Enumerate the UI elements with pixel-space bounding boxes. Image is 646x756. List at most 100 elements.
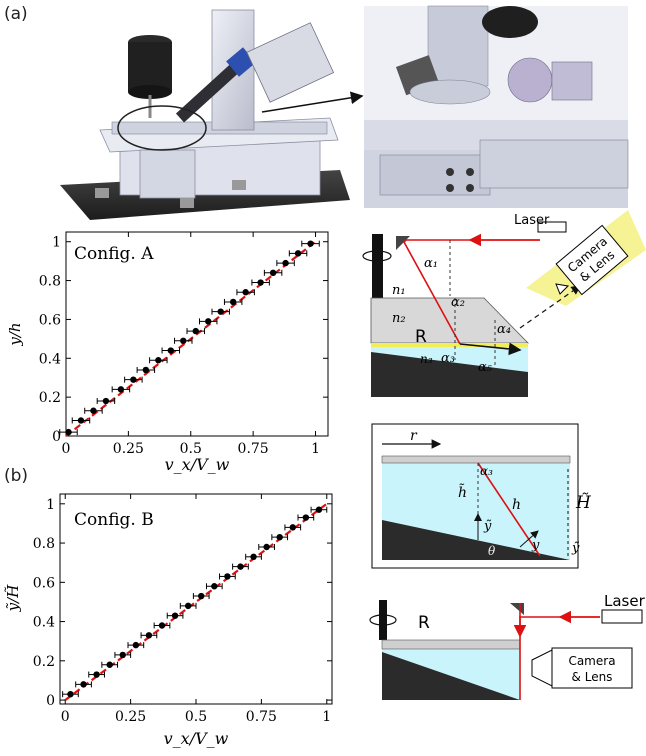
x-tick-label: 0.25 [115,709,146,725]
R-label-b: R [418,613,430,633]
chart-b-ylabel: ỹ/H̃ [4,584,22,613]
apparatus-rendering-left [60,9,350,220]
chart-config-b: Config. B 0 0.25 0.5 0.75 1 0 0.2 0.4 0.6 0.8 1 v_… [4,493,333,748]
inset-y-tilde-left-label: ỹ [483,519,492,534]
data-point [132,641,140,649]
y-tick-label: 0.4 [33,615,55,631]
chart-b-title: Config. B [74,510,154,530]
data-point [307,240,314,247]
inset-plate [381,455,571,464]
mirror-b-icon [510,603,524,615]
x-tick-label: 0 [61,709,70,725]
y-tick-label: 0.6 [33,575,55,591]
diagram-config-a: Laser Camera & Lens n₁ n₂ R n₃ α₁ α₂ α₃ … [362,210,646,397]
data-point [294,250,302,257]
data-point [289,524,296,531]
y-tick-label: 0.4 [39,351,61,367]
data-point [276,533,283,541]
x-tick-label: 0.25 [113,441,144,457]
plate-b [381,639,521,650]
data-point [119,651,126,659]
alpha2-label: α₂ [451,295,465,310]
n1-label: n₁ [392,283,406,298]
data-point [242,289,249,296]
inset-theta-label: θ [488,544,496,558]
flow-arrow [459,342,522,356]
alpha3-label: α₃ [441,351,455,366]
chart-config-a: Config. A 0 0.25 0.5 0.75 1 0 0.2 0.4 0.6 0.8 1 v_… [6,231,329,474]
fit-line [65,240,317,437]
inset-h-label: h [512,497,521,513]
x-tick-label: 0.5 [180,441,202,457]
inset-beam [477,462,541,557]
data-point [117,386,125,393]
x-tick-label: 0.75 [238,441,269,457]
chart-b-xlabel: v_x/V_w [164,729,229,748]
x-tick-label: 1 [322,709,331,725]
diagram-config-b: R Laser Camera & Lens [369,592,646,700]
data-point [211,583,218,590]
data-point [171,612,179,619]
data-point [198,592,205,600]
fluid-film [371,343,528,347]
inset-alpha3-label: α₃ [480,464,493,478]
x-tick-label: 0.5 [185,709,207,725]
data-point [142,366,150,374]
rotating-shaft-b [379,600,387,640]
data-point [315,506,323,513]
data-point [217,308,224,315]
data-point [224,573,231,580]
camera-label-b-2: & Lens [572,670,613,684]
data-point [263,543,270,551]
x-tick-label: 0.75 [246,709,277,725]
data-point [102,397,110,405]
sloped-wall [371,352,528,397]
y-tick-label: 0.2 [33,654,55,670]
data-point [106,661,113,668]
rotation-arrow-b-icon [369,614,397,626]
chart-a-title: Config. A [74,244,154,264]
rotating-shaft [372,234,383,298]
y-tick-label: 0 [52,429,61,445]
laser-label-b: Laser [604,592,646,610]
data-point [205,318,212,325]
data-point [167,347,174,354]
camera-box-a: Camera & Lens [555,224,629,296]
data-point [184,602,192,610]
chart-a-ylabel: y/h [6,322,24,346]
inset-y-label: y [531,538,540,553]
data-point [145,632,153,639]
imaging-path [519,285,581,329]
camera-lens-b-icon [531,649,553,687]
alpha5-label: α₅ [478,360,493,375]
x-tick-label: 1 [311,441,320,457]
data-point [67,690,74,698]
x-tick-label: 0 [62,441,71,457]
laser-box [537,221,567,233]
apparatus-rendering-right [364,5,629,208]
chart-a-xlabel: v_x/V_w [165,455,230,474]
camera-box-b [551,647,633,689]
n2-label: n₂ [392,311,406,326]
data-point [302,514,310,521]
y-tick-label: 1 [46,497,55,513]
inset-H-tilde-label: H̃ [575,493,592,513]
data-point [93,671,100,678]
data-point [269,269,277,276]
y-tick-label: 0 [46,693,55,709]
data-point [65,428,72,436]
zoom-arrow [261,91,364,113]
inset-geometry: r α₃ h̃ h H̃ ỹ ỹ y θ [371,423,592,569]
y-tick-label: 0.8 [33,536,55,552]
inset-h-tilde-label: h̃ [458,483,467,501]
alpha4-label: α₄ [497,322,511,337]
panel-label-a: (a) [4,4,28,24]
laser-box-b [601,609,643,624]
data-point [77,417,85,424]
data-point [158,622,166,629]
inset-r-label: r [410,428,418,444]
inset-y-tilde-right-label: ỹ [571,541,580,556]
R-label-a: R [415,327,427,347]
data-point [130,376,137,383]
